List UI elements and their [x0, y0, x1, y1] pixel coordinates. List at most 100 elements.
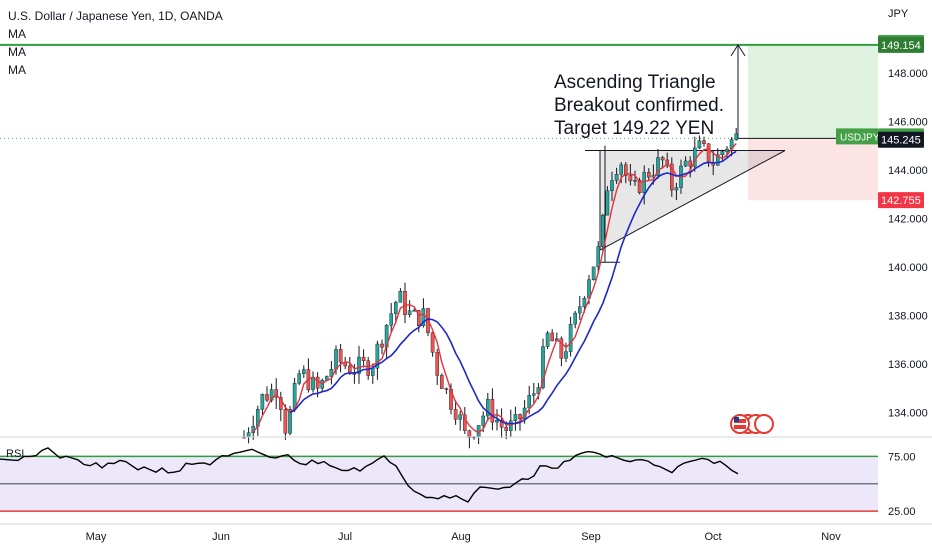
candle-body: [499, 419, 504, 428]
stop-zone: [748, 138, 878, 201]
candle-body: [601, 214, 605, 247]
symbol-tag-bg: [836, 128, 878, 145]
currency-label: JPY: [888, 8, 909, 20]
target-stop-zones: [748, 44, 878, 201]
candle-body: [412, 310, 417, 312]
candle-body: [361, 356, 366, 362]
us-event-flags-icon[interactable]: [730, 414, 774, 434]
candle-body: [458, 414, 463, 420]
candle-body: [633, 180, 637, 182]
x-tick-label: Oct: [704, 531, 721, 543]
candle-body: [283, 409, 288, 434]
candle-body: [656, 157, 660, 176]
price-tag-bg: [878, 36, 924, 53]
y-tick-label: 144.000: [888, 165, 928, 177]
candle-body: [430, 332, 435, 353]
candle-body: [380, 343, 384, 348]
candle-body: [407, 310, 412, 315]
indicator-ma-1[interactable]: MA: [8, 27, 26, 41]
candle-body: [504, 427, 509, 431]
candle-body: [665, 159, 669, 165]
candle-body: [338, 349, 343, 363]
symbol-tag-text: USDJPY: [840, 132, 880, 143]
chart-title: U.S. Dollar / Japanese Yen, 1D, OANDA: [8, 9, 223, 23]
price-tag-bg: [878, 192, 924, 209]
candle-body: [481, 415, 486, 426]
target-arrow: [730, 43, 746, 139]
x-tick-label: Sep: [581, 531, 601, 543]
candle-body: [513, 414, 518, 421]
annotation-line-3: Target 149.22 YEN: [554, 118, 714, 139]
candle-body: [495, 419, 499, 423]
candle-body: [578, 306, 582, 314]
candle-body: [674, 187, 679, 191]
y-tick-label: 142.000: [888, 214, 928, 226]
indicator-ma-2[interactable]: MA: [8, 45, 26, 59]
candle-body: [269, 389, 274, 401]
horizontal-levels: [0, 43, 878, 139]
candle-body: [564, 351, 568, 359]
candle-body: [527, 395, 531, 409]
candle-body: [647, 172, 651, 178]
target-zone: [748, 44, 878, 139]
candle-body: [260, 394, 265, 410]
price-tags: 149.229149.154145.382USDJPY145.245142.75…: [836, 34, 924, 209]
candle-body: [545, 332, 550, 347]
candle-body: [660, 157, 665, 161]
ma-fast-line: [252, 143, 737, 434]
candle-body: [467, 430, 472, 438]
candle-body: [642, 172, 646, 193]
price-tag-bg: [878, 131, 924, 148]
candle-body: [683, 160, 688, 167]
y-tick-label: 134.000: [888, 408, 928, 420]
y-tick-label: 138.000: [888, 311, 928, 323]
candlestick-series: [242, 127, 738, 449]
candle-body: [453, 409, 458, 420]
candle-body: [706, 143, 711, 163]
candle-body: [716, 154, 720, 166]
candle-body: [440, 375, 444, 389]
ma-slow-line: [289, 150, 737, 425]
candle-body: [463, 414, 467, 431]
candle-body: [509, 420, 513, 431]
candle-body: [559, 338, 564, 359]
annotation-line-2: Breakout confirmed.: [554, 95, 724, 116]
candle-body: [518, 414, 522, 420]
candle-body: [302, 369, 306, 374]
time-axis[interactable]: May Jun Jul Aug Sep Oct Nov: [86, 531, 842, 543]
candle-body: [490, 399, 495, 423]
candle-body: [371, 367, 375, 376]
candle-body: [725, 148, 729, 152]
candle-body: [394, 302, 398, 314]
indicator-ma-3[interactable]: MA: [8, 63, 26, 77]
candle-body: [357, 356, 361, 374]
candle-body: [688, 160, 692, 167]
candle-body: [329, 369, 334, 377]
candle-body: [605, 190, 610, 216]
candle-body: [532, 393, 536, 396]
candle-body: [568, 323, 573, 352]
candle-body: [624, 164, 628, 176]
candle-body: [315, 376, 320, 389]
x-tick-label: Jul: [338, 531, 352, 543]
rsi-line: [0, 447, 739, 503]
candle-body: [398, 291, 403, 303]
candle-body: [619, 164, 623, 175]
price-tag-text: 145.245: [881, 135, 921, 147]
arrow-head: [730, 43, 746, 57]
annotation-text: Ascending Triangle Breakout confirmed. T…: [554, 72, 724, 139]
y-tick-label: 140.000: [888, 262, 928, 274]
candle-body: [435, 352, 440, 376]
price-axis[interactable]: 134.000 136.000 138.000 140.000 142.000 144.0…: [888, 68, 928, 420]
candle-body: [417, 310, 421, 327]
candle-body: [375, 343, 380, 369]
y-tick-label: 146.000: [888, 116, 928, 128]
candle-body: [274, 389, 279, 398]
candle-body: [702, 140, 706, 144]
candle-body: [637, 180, 642, 193]
x-tick-label: Aug: [451, 531, 471, 543]
candle-body: [582, 298, 587, 307]
y-tick-label: 148.000: [888, 68, 928, 80]
candle-body: [550, 332, 554, 342]
